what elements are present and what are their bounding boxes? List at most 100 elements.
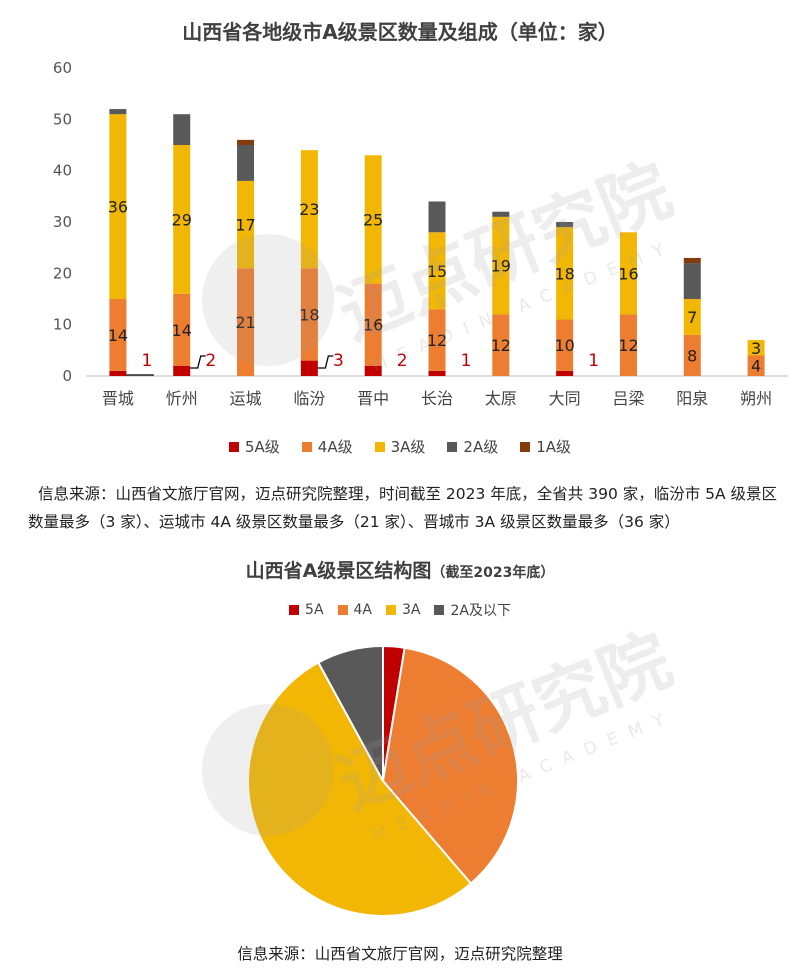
data-label-3A: 23 xyxy=(299,200,319,219)
x-tick-label: 大同 xyxy=(549,389,581,408)
bar-chart-title: 山西省各地级市A级景区数量及组成（单位：家） xyxy=(182,20,618,44)
bar-segment-5A xyxy=(556,370,574,376)
legend-swatch xyxy=(337,605,348,615)
bar-segment-3A xyxy=(556,227,574,320)
data-label-3A: 18 xyxy=(554,264,574,283)
pie-title-sub: （截至2023年底） xyxy=(431,565,555,581)
legend-swatch xyxy=(301,441,312,452)
legend-label: 4A xyxy=(353,602,372,618)
legend-label: 5A级 xyxy=(244,438,280,456)
legend-swatch xyxy=(228,441,239,452)
data-label-5A: 1 xyxy=(141,351,152,371)
x-tick-label: 晋中 xyxy=(357,389,389,408)
legend-swatch xyxy=(434,605,445,615)
bar-segment-3A xyxy=(173,145,191,294)
data-label-4A: 14 xyxy=(108,326,128,345)
legend-item: 3A级 xyxy=(374,436,425,457)
x-tick-label: 晋城 xyxy=(102,389,134,408)
legend-item: 5A级 xyxy=(228,436,280,457)
bar-segment-1A xyxy=(237,139,255,145)
data-label-3A: 3 xyxy=(751,339,761,358)
watermark-cn: 迈点研究院 xyxy=(327,620,676,826)
data-label-3A: 15 xyxy=(427,262,447,281)
data-label-4A: 8 xyxy=(687,346,697,365)
bar-legend: 5A级 4A级 3A级 2A级 1A级 xyxy=(0,436,800,457)
data-label-5A: 2 xyxy=(205,351,216,371)
x-tick-label: 运城 xyxy=(230,389,262,408)
data-label-3A: 7 xyxy=(687,308,697,327)
bar-segment-2A xyxy=(173,114,191,145)
bar-segment-2A xyxy=(556,222,574,228)
data-label-3A: 19 xyxy=(491,257,511,276)
bar-segment-4A xyxy=(556,319,574,371)
bar-segment-3A xyxy=(747,340,765,356)
x-tick-label: 吕梁 xyxy=(612,389,644,408)
data-label-4A: 12 xyxy=(491,336,511,355)
pie-slice-2A xyxy=(316,644,384,782)
bar-segment-3A xyxy=(492,216,510,315)
bar-segment-4A xyxy=(109,299,127,371)
legend-item: 3A xyxy=(386,600,420,620)
pie-slice-5A xyxy=(382,644,406,782)
legend-swatch xyxy=(289,605,300,615)
pie-chart-title: 山西省A级景区结构图（截至2023年底） xyxy=(0,556,800,583)
bar-segment-5A xyxy=(300,360,318,376)
pie-legend: 5A 4A 3A 2A及以下 xyxy=(0,600,800,620)
bar-segment-4A xyxy=(237,268,255,376)
bar-segment-3A xyxy=(683,299,701,335)
y-tick-label: 10 xyxy=(53,316,72,334)
legend-item: 4A级 xyxy=(301,436,353,457)
bar-segment-4A xyxy=(428,309,446,371)
watermark-circle xyxy=(202,704,334,836)
legend-swatch xyxy=(374,441,385,452)
bar-segment-4A xyxy=(619,314,637,376)
data-label-3A: 25 xyxy=(363,210,383,229)
bar-segment-4A xyxy=(364,283,382,366)
bar-segment-3A xyxy=(109,114,127,299)
data-label-5A: 1 xyxy=(588,351,599,371)
bar-segment-3A xyxy=(237,180,255,269)
x-tick-label: 阳泉 xyxy=(676,389,708,408)
y-tick-label: 0 xyxy=(62,367,72,385)
bar-segment-4A xyxy=(300,268,318,361)
bar-segment-4A xyxy=(173,293,191,366)
bar-segment-5A xyxy=(364,365,382,376)
legend-item: 2A级 xyxy=(447,436,498,457)
legend-swatch xyxy=(386,605,396,615)
legend-item: 2A及以下 xyxy=(434,600,511,620)
pie-slice-3A xyxy=(246,661,473,917)
y-tick-label: 30 xyxy=(53,213,72,231)
y-tick-label: 60 xyxy=(53,59,72,77)
source-note-bar: 信息来源：山西省文旅厅官网，迈点研究院整理，时间截至 2023 年底，全省共 3… xyxy=(28,485,778,531)
data-label-5A: 2 xyxy=(397,351,408,371)
data-label-3A: 16 xyxy=(618,264,638,283)
data-label-4A: 4 xyxy=(751,357,761,376)
data-label-4A: 16 xyxy=(363,316,383,335)
bar-segment-5A xyxy=(109,370,127,376)
data-label-4A: 14 xyxy=(172,321,192,340)
legend-label: 1A级 xyxy=(536,438,572,456)
pie-slice-4A xyxy=(381,646,519,885)
bar-segment-2A xyxy=(237,145,255,181)
bar-segment-2A xyxy=(428,201,446,233)
x-tick-label: 长治 xyxy=(421,389,453,408)
bar-segment-5A xyxy=(428,370,446,376)
legend-item: 4A xyxy=(337,600,372,620)
bar-segment-2A xyxy=(109,109,127,115)
leader-line xyxy=(190,355,206,369)
data-label-3A: 29 xyxy=(172,210,192,229)
data-label-5A: 1 xyxy=(461,351,472,371)
legend-label: 5A xyxy=(305,602,324,618)
bar-segment-2A xyxy=(492,211,510,217)
y-tick-label: 20 xyxy=(53,264,72,282)
x-tick-label: 太原 xyxy=(485,389,517,408)
bar-segment-5A xyxy=(173,365,191,376)
x-tick-label: 朔州 xyxy=(740,389,772,408)
data-label-3A: 17 xyxy=(235,216,255,235)
bar-segment-3A xyxy=(364,155,382,284)
data-label-4A: 10 xyxy=(554,336,574,355)
legend-swatch xyxy=(447,441,458,452)
bar-segment-1A xyxy=(683,257,701,264)
y-tick-label: 50 xyxy=(53,110,72,128)
